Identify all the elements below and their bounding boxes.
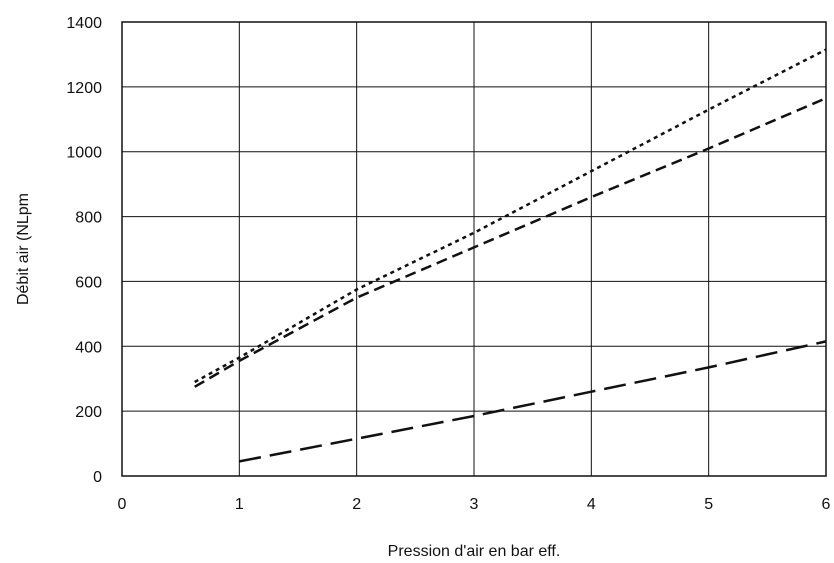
- y-axis-title: Débit air (NLpm: [15, 193, 32, 305]
- y-tick-label: 1200: [66, 80, 102, 97]
- y-tick-label: 200: [75, 404, 102, 421]
- y-tick-label: 600: [75, 274, 102, 291]
- x-tick-labels: 0 1 2 3 4 5 6: [118, 496, 831, 513]
- grid: [121, 21, 827, 477]
- x-tick-label: 1: [235, 496, 244, 513]
- series-line-1: [194, 48, 827, 384]
- y-tick-label: 1000: [66, 145, 102, 162]
- series-group: [194, 48, 827, 463]
- series-line-3: [239, 340, 827, 463]
- x-tick-label: 3: [470, 496, 479, 513]
- y-tick-labels: 0 200 400 600 800 1000 1200 1400: [66, 15, 102, 486]
- x-axis-title: Pression d'air en bar eff.: [388, 543, 561, 560]
- x-tick-label: 4: [587, 496, 596, 513]
- x-tick-label: 2: [352, 496, 361, 513]
- x-tick-label: 6: [822, 496, 831, 513]
- y-tick-label: 1400: [66, 15, 102, 32]
- x-tick-label: 5: [704, 496, 713, 513]
- series-line-2: [194, 97, 827, 388]
- x-tick-label: 0: [118, 496, 127, 513]
- plot-frame: [121, 21, 827, 477]
- y-tick-label: 0: [93, 469, 102, 486]
- y-tick-label: 400: [75, 339, 102, 356]
- y-tick-label: 800: [75, 210, 102, 227]
